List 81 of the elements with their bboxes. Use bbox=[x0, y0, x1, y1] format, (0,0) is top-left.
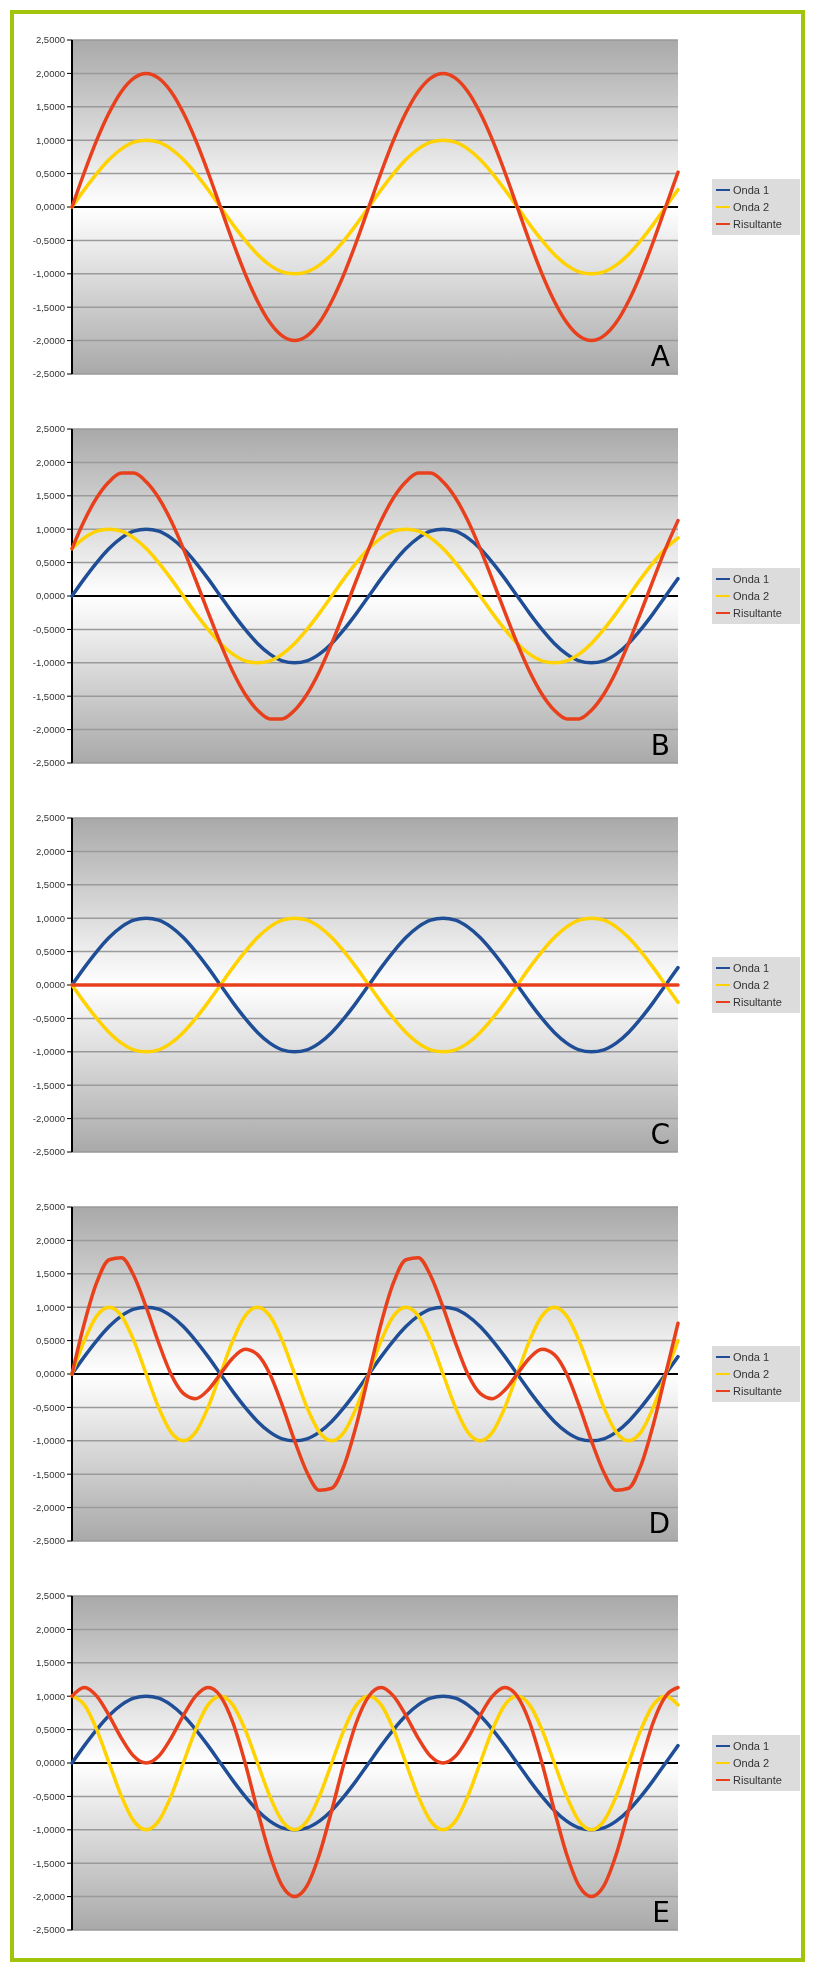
y-tick-label: -1,5000 bbox=[32, 1079, 65, 1091]
annotation: E bbox=[652, 1896, 670, 1929]
line-series bbox=[70, 471, 680, 721]
y-tick-label: -2,5000 bbox=[32, 1146, 65, 1158]
annotation: B bbox=[650, 729, 670, 762]
y-tick-label: -2,0000 bbox=[32, 1112, 65, 1124]
y-tick-label: 1,0000 bbox=[35, 912, 65, 924]
y-tick-label: -1,5000 bbox=[32, 1468, 65, 1480]
y-tick-label: -2,0000 bbox=[32, 334, 65, 346]
line-series bbox=[70, 71, 680, 343]
y-tick-label: -2,5000 bbox=[32, 757, 65, 769]
y-tick-label: -1,0000 bbox=[32, 1824, 65, 1836]
line-series bbox=[70, 916, 680, 1054]
y-tick-label: 2,0000 bbox=[35, 1234, 65, 1246]
y-tick-label: 2,5000 bbox=[35, 34, 65, 46]
legend-label: Onda 2 bbox=[733, 1756, 770, 1769]
y-tick-label: -1,5000 bbox=[32, 301, 65, 313]
y-tick-label: -2,0000 bbox=[32, 1501, 65, 1513]
line-series bbox=[70, 1685, 680, 1899]
legend-label: Risultante bbox=[733, 1773, 782, 1786]
y-tick-label: 0,5000 bbox=[35, 167, 65, 179]
y-tick-label: 0,5000 bbox=[35, 1334, 65, 1346]
y-tick-label: -0,5000 bbox=[32, 623, 65, 635]
legend-label: Onda 1 bbox=[733, 961, 770, 974]
legend-label: Onda 2 bbox=[733, 589, 770, 602]
y-tick-label: 0,0000 bbox=[35, 1757, 65, 1769]
y-tick-label: 1,5000 bbox=[35, 490, 65, 502]
legend-label: Risultante bbox=[733, 1384, 782, 1397]
line-series bbox=[70, 1256, 680, 1492]
y-tick-label: 1,0000 bbox=[35, 1690, 65, 1702]
y-tick-label: 0,5000 bbox=[35, 556, 65, 568]
y-tick-label: 2,0000 bbox=[35, 456, 65, 468]
y-tick-label: -2,5000 bbox=[32, 368, 65, 380]
y-tick-label: -2,0000 bbox=[32, 723, 65, 735]
y-tick-label: -0,5000 bbox=[32, 1012, 65, 1024]
y-tick-label: -0,5000 bbox=[32, 1401, 65, 1413]
legend-label: Risultante bbox=[733, 995, 782, 1008]
y-tick-label: -1,5000 bbox=[32, 690, 65, 702]
y-tick-label: 2,0000 bbox=[35, 845, 65, 857]
y-tick-label: -2,5000 bbox=[32, 1535, 65, 1547]
y-tick-label: -1,5000 bbox=[32, 1857, 65, 1869]
y-tick-label: 0,0000 bbox=[35, 590, 65, 602]
y-tick-label: -2,5000 bbox=[32, 1924, 65, 1936]
annotation: D bbox=[648, 1507, 670, 1540]
y-tick-label: -0,5000 bbox=[32, 1790, 65, 1802]
y-tick-label: 2,5000 bbox=[35, 812, 65, 824]
y-tick-label: -1,0000 bbox=[32, 268, 65, 280]
y-tick-label: 0,0000 bbox=[35, 979, 65, 991]
y-tick-label: 1,5000 bbox=[35, 1657, 65, 1669]
y-tick-label: -0,5000 bbox=[32, 234, 65, 246]
annotation: C bbox=[650, 1118, 670, 1151]
y-tick-label: 2,5000 bbox=[35, 423, 65, 435]
y-tick-label: -2,0000 bbox=[32, 1890, 65, 1902]
y-tick-label: 2,5000 bbox=[35, 1201, 65, 1213]
legend-label: Onda 2 bbox=[733, 1367, 770, 1380]
y-tick-label: -1,0000 bbox=[32, 1046, 65, 1058]
legend-label: Onda 1 bbox=[733, 183, 770, 196]
y-tick-label: 2,0000 bbox=[35, 1623, 65, 1635]
legend-label: Onda 2 bbox=[733, 978, 770, 991]
y-tick-label: 1,5000 bbox=[35, 101, 65, 113]
legend-label: Onda 2 bbox=[733, 200, 770, 213]
legend-label: Onda 1 bbox=[733, 1739, 770, 1752]
y-tick-label: 1,5000 bbox=[35, 1268, 65, 1280]
y-tick-label: 0,5000 bbox=[35, 1723, 65, 1735]
legend-label: Onda 1 bbox=[733, 1350, 770, 1363]
y-tick-label: 1,0000 bbox=[35, 1301, 65, 1313]
y-tick-label: -1,0000 bbox=[32, 1435, 65, 1447]
y-tick-label: 1,5000 bbox=[35, 879, 65, 891]
y-tick-label: 2,5000 bbox=[35, 1590, 65, 1602]
y-tick-label: 1,0000 bbox=[35, 523, 65, 535]
y-tick-label: 1,0000 bbox=[35, 134, 65, 146]
y-tick-label: 0,5000 bbox=[35, 945, 65, 957]
y-tick-label: 0,0000 bbox=[35, 201, 65, 213]
legend-label: Risultante bbox=[733, 217, 782, 230]
legend-label: Onda 1 bbox=[733, 572, 770, 585]
line-series bbox=[70, 527, 680, 665]
annotation: A bbox=[650, 340, 670, 373]
y-tick-label: -1,0000 bbox=[32, 657, 65, 669]
legend-label: Risultante bbox=[733, 606, 782, 619]
y-tick-label: 2,0000 bbox=[35, 67, 65, 79]
y-tick-label: 0,0000 bbox=[35, 1368, 65, 1380]
